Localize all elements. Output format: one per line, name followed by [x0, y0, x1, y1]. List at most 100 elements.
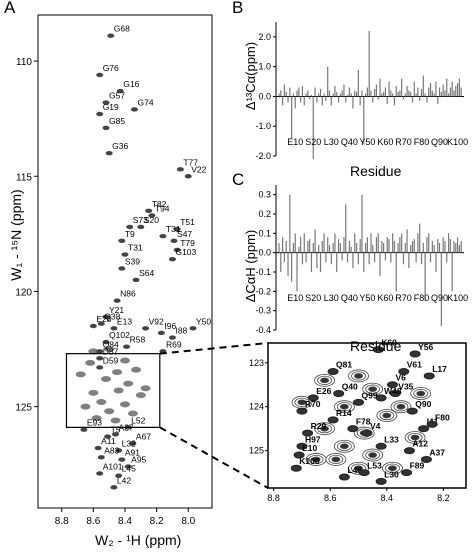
peak-label: G103 — [175, 247, 196, 257]
inset-peak — [389, 390, 401, 398]
inset-contour — [308, 454, 324, 465]
inset-contour — [416, 390, 426, 397]
peak-contour — [96, 72, 104, 78]
inset-contour — [365, 384, 381, 394]
y-tick-label: 125 — [15, 403, 32, 414]
peak-contour — [170, 238, 178, 243]
peak-contour — [102, 100, 110, 105]
peak-label: T94 — [155, 203, 170, 213]
peak-contour — [80, 403, 91, 410]
peak-label: G36 — [112, 141, 128, 151]
peak-label: A11 — [101, 436, 116, 446]
peak-label: G16 — [123, 79, 139, 89]
inset-contour — [314, 373, 335, 387]
peak-contour — [124, 464, 132, 469]
inset-peak-label: V6 — [395, 373, 406, 383]
peak-contour — [113, 298, 121, 303]
inset-peak — [426, 420, 438, 428]
peak-contour — [120, 357, 130, 364]
inset-peak-label: W48 — [384, 386, 402, 396]
inset-contour — [353, 426, 375, 440]
barsC-x-tick-label: L30 — [324, 293, 339, 303]
inset-contour — [294, 397, 310, 407]
inset-contour — [407, 432, 423, 443]
inset-contour — [362, 448, 384, 462]
inset-peak-label: R14 — [336, 408, 352, 418]
peak-contour — [168, 256, 176, 262]
inset-contour — [410, 387, 432, 400]
barsB-x-tick-label: R70 — [395, 137, 412, 147]
peak-contour — [112, 432, 120, 437]
inset-peak — [420, 455, 432, 463]
peak-contour — [142, 326, 150, 331]
peak-contour — [176, 167, 184, 172]
inset-contour — [333, 400, 355, 414]
inset-peak-label: Q40 — [342, 382, 358, 392]
inset-peak — [358, 469, 370, 477]
inset-y-tick-label: 125 — [249, 446, 264, 456]
inset-peak-label: F89 — [410, 461, 425, 471]
peak-label: G57 — [109, 91, 125, 101]
inset-peak-label: L17 — [432, 364, 447, 374]
peak-contour — [96, 399, 107, 406]
peak-contour — [115, 473, 123, 478]
peak-contour — [140, 385, 151, 392]
inset-peak-label: Q81 — [336, 360, 352, 370]
peak-contour — [118, 457, 126, 462]
peak-contour — [96, 471, 104, 476]
panel-letter-a: A — [4, 0, 16, 17]
inset-peak-label: V61 — [407, 360, 422, 370]
panel-a-ylabel: W₁ - ¹⁵N (ppm) — [8, 189, 24, 281]
peak-contour — [131, 366, 142, 373]
peak-label: L52 — [131, 415, 145, 425]
inset-contour — [333, 439, 355, 453]
inset-contour — [314, 422, 335, 436]
x-tick-label: 8.8 — [55, 516, 69, 527]
peak-contour — [91, 415, 102, 422]
peak-label: R58 — [130, 335, 146, 345]
inset-peak — [290, 464, 302, 472]
peak-contour — [112, 369, 123, 376]
inset-peak-label: V4 — [370, 421, 381, 431]
peak-contour — [168, 335, 176, 340]
inset-contour — [393, 402, 409, 412]
peak-contour — [173, 247, 181, 253]
inset-peak-label: L46 — [347, 465, 362, 475]
barsB-x-tick-label: K60 — [377, 137, 393, 147]
barsB-x-tick-label: L30 — [324, 137, 339, 147]
barsC-y-tick-label: 0.0 — [258, 248, 271, 258]
peak-contour — [101, 375, 112, 382]
inset-peak — [338, 473, 350, 481]
peak-label: T77 — [183, 157, 198, 167]
inset-peak — [401, 469, 413, 477]
inset-contour — [354, 465, 363, 472]
peak-contour — [116, 88, 124, 94]
inset-peak — [375, 394, 387, 402]
peak-label: G85 — [109, 116, 125, 126]
peak-label: S39 — [125, 256, 140, 266]
inset-y-tick-label: 123 — [249, 358, 264, 368]
barsC-y-tick-label: -0.1 — [255, 267, 271, 277]
peak-contour — [102, 339, 110, 345]
inset-contour — [368, 452, 378, 458]
barsB-x-tick-label: Q90 — [431, 137, 448, 147]
panel-c-xlabel: Residue — [350, 338, 402, 354]
inset-peak-label: L53 — [367, 461, 382, 471]
barsC-y-tick-label: -0.3 — [255, 306, 271, 316]
peak-label: Q38 — [104, 312, 120, 322]
inset-peak — [347, 425, 359, 433]
inset-contour — [354, 373, 363, 379]
peak-contour — [145, 208, 153, 214]
barsC-y-tick-label: 0.3 — [258, 190, 271, 200]
inset-contour — [379, 410, 395, 421]
inset-peak-label: K100 — [299, 456, 320, 466]
inset-peak — [403, 447, 415, 455]
barsC-x-tick-label: S20 — [305, 293, 321, 303]
inset-contour — [336, 441, 352, 451]
inset-contour — [339, 443, 349, 450]
peak-contour — [148, 213, 156, 218]
inset-contour — [311, 456, 321, 463]
y-tick-label: 120 — [15, 287, 32, 298]
inset-contour — [325, 453, 347, 466]
